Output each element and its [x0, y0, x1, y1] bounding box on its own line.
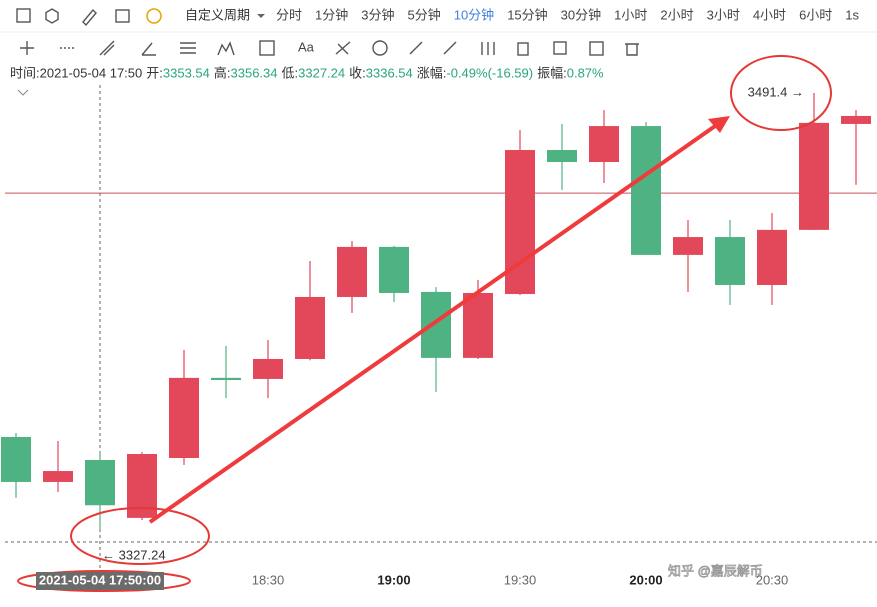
candle-body — [379, 246, 409, 293]
period-tab[interactable]: 2小时 — [660, 7, 693, 22]
custom-period[interactable]: 自定义周期 — [185, 7, 250, 22]
period-tab[interactable]: 1s — [845, 7, 859, 22]
candle-body — [715, 237, 745, 285]
min-label: ← 3327.24 — [102, 547, 166, 562]
info-time: 时间:2021-05-04 17:50 — [10, 65, 142, 80]
circle-annotation — [17, 570, 191, 592]
info-label: 涨幅: — [417, 65, 447, 80]
info-label: 高: — [214, 65, 231, 80]
info-label: 开: — [146, 65, 163, 80]
candle-body — [211, 377, 241, 381]
candle-body — [673, 237, 703, 255]
text-tool[interactable]: Aa — [298, 39, 315, 54]
x-tick-label: 19:30 — [504, 572, 537, 587]
candle-body — [463, 292, 493, 358]
period-tab[interactable]: 3小时 — [707, 7, 740, 22]
period-tab[interactable]: 5分钟 — [407, 7, 440, 22]
candle-body — [85, 460, 115, 506]
watermark: 知乎 @嘉辰解币 — [668, 563, 763, 578]
collapse-icon[interactable] — [17, 89, 29, 96]
candle-body — [1, 436, 31, 482]
candle-body — [547, 150, 577, 162]
info-value: 0.87% — [567, 65, 604, 80]
period-tab[interactable]: 15分钟 — [507, 7, 547, 22]
period-tab[interactable]: 4小时 — [753, 7, 786, 22]
draw-tools — [20, 40, 639, 56]
circle-annotation — [730, 55, 832, 131]
candle-body — [631, 126, 661, 255]
info-value: 3356.34 — [231, 65, 278, 80]
candle-body — [421, 291, 451, 358]
candle-body — [253, 358, 283, 379]
top-icons — [16, 8, 265, 27]
crosshair-x-label: 2021-05-04 17:50:00 — [39, 572, 161, 587]
candle-body — [337, 246, 367, 297]
candle-body — [757, 229, 787, 285]
info-value: 3336.54 — [366, 65, 413, 80]
period-tab[interactable]: 1分钟 — [315, 7, 348, 22]
x-tick-label: 20:00 — [629, 572, 662, 587]
crosshair-x-box — [36, 572, 164, 590]
period-tab[interactable]: 6小时 — [799, 7, 832, 22]
info-value: 3353.54 — [163, 65, 210, 80]
x-tick-label: 19:00 — [377, 572, 410, 587]
period-tab[interactable]: 1小时 — [614, 7, 647, 22]
candle-body — [799, 122, 829, 230]
circle-annotation — [70, 507, 210, 565]
arrow — [148, 122, 720, 524]
arrow-head — [708, 116, 730, 133]
info-label: 低: — [282, 65, 299, 80]
info-label: 振幅: — [537, 65, 567, 80]
period-tab[interactable]: 3分钟 — [361, 7, 394, 22]
max-label: 3491.4 → — [748, 84, 804, 99]
candle-body — [295, 296, 325, 359]
candle-body — [841, 115, 871, 124]
candle-body — [169, 377, 199, 458]
period-tab[interactable]: 10分钟 — [454, 7, 494, 22]
info-value: -0.49%(-16.59) — [446, 65, 533, 80]
candle-body — [589, 126, 619, 162]
period-tab[interactable]: 30分钟 — [561, 7, 601, 22]
x-tick-label: 18:30 — [252, 572, 285, 587]
candle-body — [43, 471, 73, 482]
period-tab[interactable]: 分时 — [276, 7, 302, 22]
x-tick-label: 20:30 — [756, 572, 789, 587]
info-label: 收: — [349, 65, 366, 80]
info-value: 3327.24 — [298, 65, 345, 80]
